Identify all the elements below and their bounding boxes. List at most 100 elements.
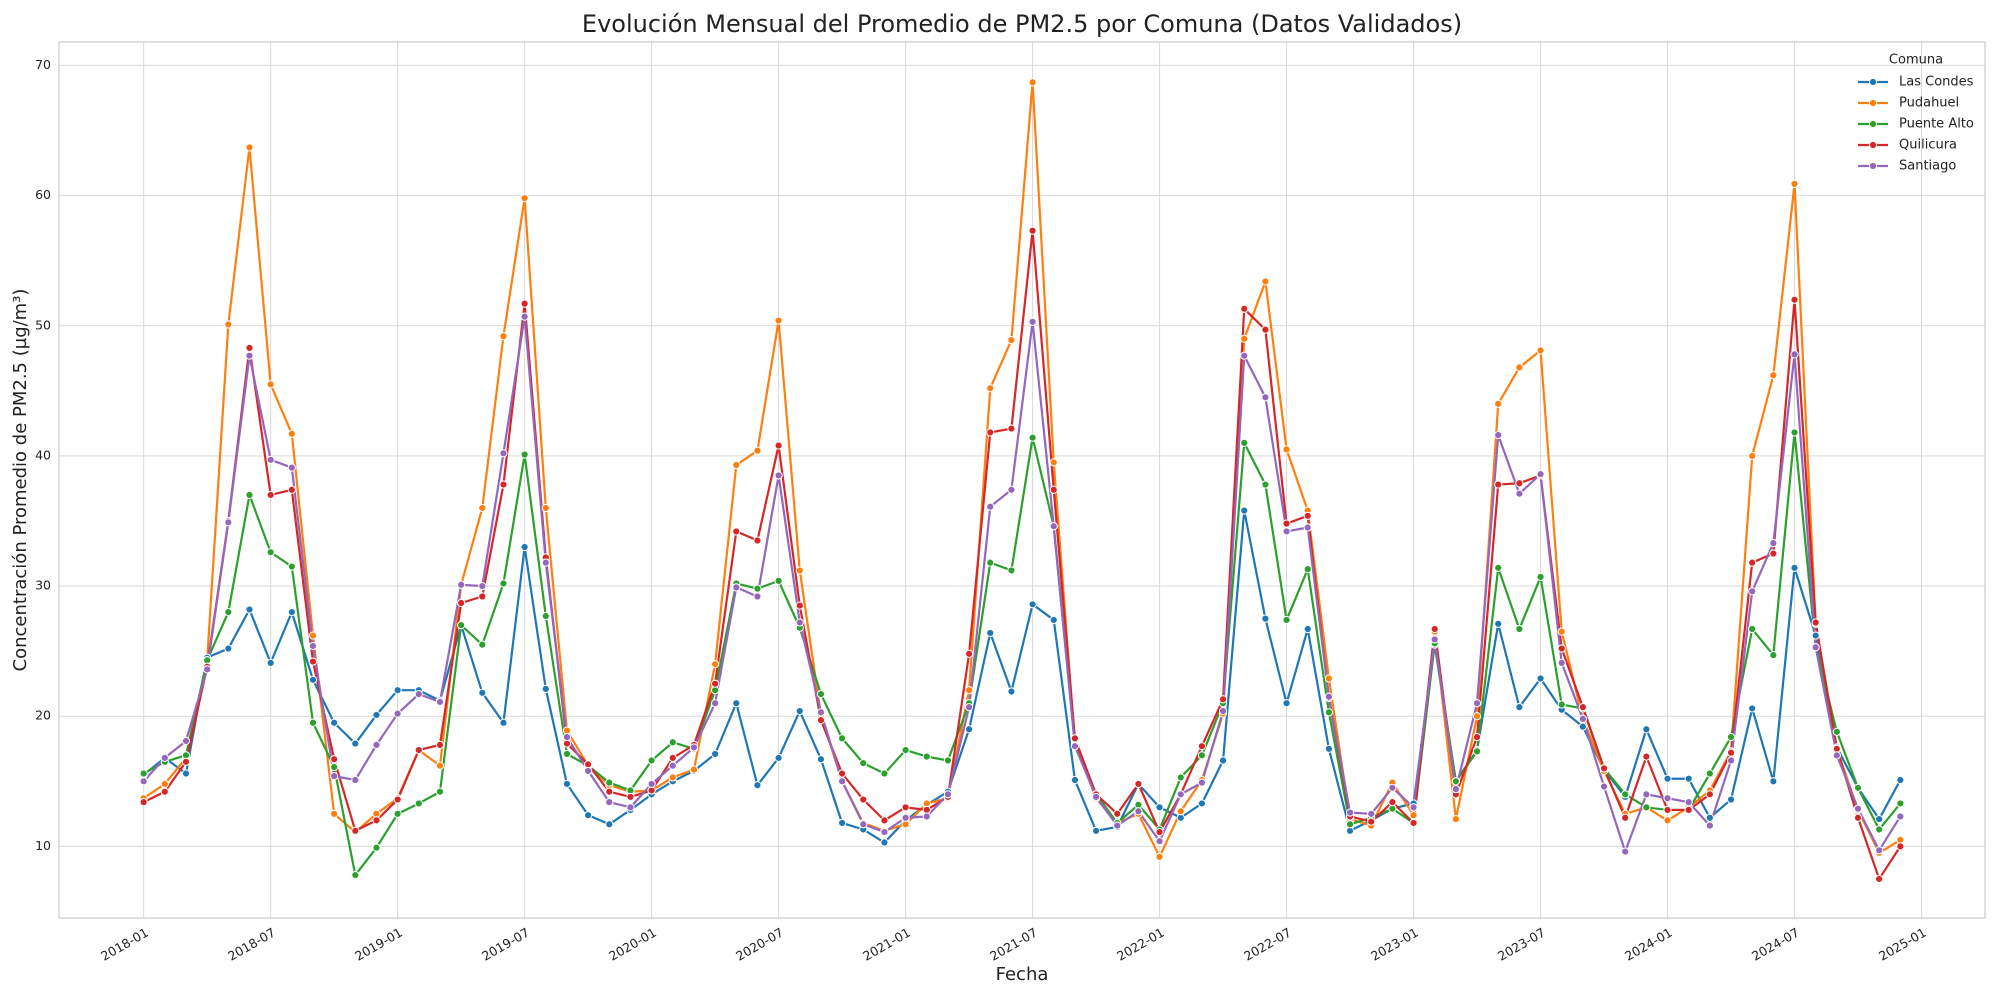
data-point [1197, 799, 1207, 808]
data-point [160, 779, 169, 789]
data-point [308, 718, 318, 727]
y-tick-label: 20 [35, 708, 51, 723]
data-point [922, 752, 931, 761]
data-point [1748, 587, 1757, 596]
data-point [520, 542, 529, 552]
data-point [647, 756, 656, 765]
data-point [435, 740, 445, 749]
data-point [541, 611, 550, 621]
data-point [605, 787, 614, 796]
data-point [1282, 527, 1291, 536]
data-point [1324, 744, 1333, 753]
data-point [499, 480, 508, 489]
data-point [541, 558, 550, 567]
data-point [1367, 809, 1376, 818]
data-point [1282, 699, 1291, 708]
data-point [330, 718, 339, 727]
data-point [541, 503, 550, 513]
data-point [1536, 346, 1545, 355]
data-point [499, 449, 508, 458]
data-point [795, 601, 804, 610]
data-point [245, 490, 254, 500]
data-point [774, 471, 783, 480]
data-point [753, 446, 762, 455]
data-point [668, 738, 677, 747]
data-point [774, 316, 783, 325]
grid [59, 42, 1985, 918]
legend-label: Puente Alto [1899, 117, 1974, 132]
data-point [1790, 295, 1799, 304]
data-point [1663, 774, 1672, 783]
data-point [1472, 699, 1482, 708]
data-point [1705, 769, 1714, 778]
data-point [795, 618, 804, 627]
data-point [986, 558, 995, 567]
data-point [308, 631, 318, 640]
data-point [330, 762, 339, 772]
data-point [1049, 522, 1058, 531]
data-point [732, 583, 741, 592]
data-point [1409, 811, 1418, 820]
data-point [647, 779, 656, 789]
data-point [1832, 751, 1841, 760]
data-point [1557, 627, 1566, 636]
data-point [1515, 363, 1524, 372]
data-point [1240, 334, 1249, 343]
data-point [266, 490, 275, 500]
data-point [478, 688, 487, 697]
y-tick-label: 40 [35, 447, 51, 462]
data-point [1472, 747, 1482, 756]
data-point [1748, 624, 1757, 634]
data-point [435, 697, 445, 707]
data-point [1218, 756, 1228, 765]
data-point [245, 605, 254, 614]
data-point [562, 749, 572, 759]
data-point [1557, 700, 1566, 709]
data-point [1049, 458, 1058, 467]
data-point [816, 708, 826, 717]
data-point [414, 745, 423, 755]
data-point [1494, 430, 1503, 440]
data-point [943, 756, 953, 765]
data-point [1240, 304, 1249, 313]
data-point [880, 816, 889, 825]
data-point [626, 803, 635, 812]
data-point [520, 312, 529, 321]
data-point [499, 579, 508, 588]
data-point [859, 820, 868, 829]
data-point [224, 518, 233, 527]
data-point [626, 792, 635, 802]
data-point [266, 548, 275, 557]
data-point [1367, 817, 1376, 826]
data-point [181, 757, 191, 766]
data-point [1303, 565, 1312, 574]
legend-marker [1868, 161, 1878, 171]
data-point [287, 485, 296, 494]
data-point [1578, 703, 1587, 712]
data-point [711, 660, 720, 669]
data-point [1113, 809, 1122, 818]
data-point [1621, 847, 1630, 856]
data-point [1557, 644, 1566, 653]
data-point [1176, 807, 1185, 816]
data-point [393, 809, 402, 818]
data-point [457, 598, 466, 608]
data-point [1197, 778, 1207, 787]
data-point [880, 838, 889, 847]
data-point [816, 690, 826, 699]
data-point [1790, 350, 1799, 359]
data-point [1515, 479, 1524, 488]
y-tick-label: 70 [35, 57, 51, 72]
data-point [393, 795, 402, 804]
data-point [351, 870, 360, 880]
data-point [1726, 795, 1736, 804]
data-point [203, 665, 212, 674]
data-point [541, 684, 550, 694]
legend: Comuna Las Condes Pudahuel Puente Alto Quil… [1858, 53, 1974, 174]
data-point [1578, 722, 1587, 731]
data-point [837, 734, 847, 743]
data-point [584, 766, 593, 776]
data-point [1303, 624, 1312, 634]
data-point [266, 455, 275, 464]
data-point [1705, 790, 1714, 799]
